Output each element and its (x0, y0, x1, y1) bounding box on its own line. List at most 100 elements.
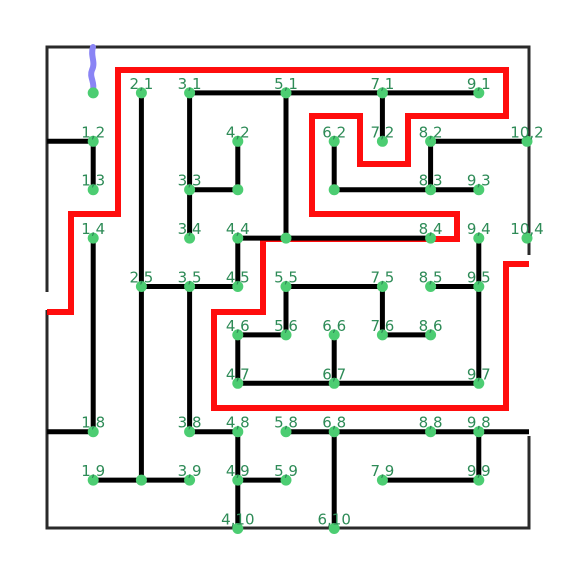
node-label-5-8: 5,8 (274, 414, 298, 432)
tree-nodes-layer (87, 87, 533, 534)
tree-node-9-7 (473, 377, 485, 389)
tree-node-3-3 (184, 184, 196, 196)
node-label-7-5: 7,5 (370, 269, 394, 287)
tree-node-6-10 (328, 523, 340, 534)
tree-node-9-5 (473, 281, 485, 292)
node-label-6-7: 6,7 (322, 365, 346, 383)
node-label-1-4: 1,4 (81, 220, 105, 238)
tree-node-4-8 (232, 426, 244, 438)
border-segment (45, 310, 531, 530)
node-label-9-9: 9,9 (467, 462, 491, 480)
tree-node-6-2 (328, 135, 340, 147)
node-label-4-6: 4,6 (226, 317, 250, 335)
tree-node-6-3 (328, 184, 340, 196)
node-label-9-7: 9,7 (467, 365, 491, 383)
tree-node-5-9 (280, 474, 292, 486)
node-label-4-8: 4,8 (226, 414, 250, 432)
start-marker (88, 44, 97, 93)
node-label-10-2: 10,2 (510, 123, 543, 141)
tree-node-1-3 (87, 184, 99, 196)
node-label-8-6: 8,6 (419, 317, 443, 335)
tree-node-10-2 (521, 135, 533, 147)
node-label-3-4: 3,4 (178, 220, 202, 238)
node-label-3-3: 3,3 (178, 172, 202, 190)
tree-edges-layer (47, 90, 530, 531)
node-label-6-6: 6,6 (322, 317, 346, 335)
node-label-8-8: 8,8 (419, 414, 443, 432)
tree-node-1-1 (87, 87, 99, 99)
node-label-5-9: 5,9 (274, 462, 298, 480)
tree-node-9-4 (473, 232, 485, 244)
tree-node-1-9 (87, 474, 99, 486)
node-label-4-5: 4,5 (226, 269, 250, 287)
node-label-7-6: 7,6 (370, 317, 394, 335)
tree-node-1-2 (87, 135, 99, 147)
tree-node-9-9 (473, 474, 485, 486)
node-label-9-4: 9,4 (467, 220, 491, 238)
node-label-9-1: 9,1 (467, 75, 491, 93)
node-label-8-3: 8,3 (419, 172, 443, 190)
tree-node-2-5 (135, 281, 147, 292)
tree-node-4-3 (232, 184, 244, 196)
tree-node-10-4 (521, 232, 533, 244)
tree-node-8-3 (425, 184, 437, 196)
tree-node-8-6 (425, 329, 437, 341)
node-labels-layer: 2,1 3,1 5,1 7,1 9,1 1,2 4,2 6,2 7,2 8,2 10,2 1,3 3,3… (81, 75, 543, 529)
tree-node-7-2 (376, 135, 388, 147)
tree-node-3-8 (184, 426, 196, 438)
node-label-5-1: 5,1 (274, 75, 298, 93)
tree-node-6-7 (328, 377, 340, 389)
tree-node-1-4 (87, 232, 99, 244)
node-label-5-6: 5,6 (274, 317, 298, 335)
tree-node-8-5 (425, 281, 437, 292)
node-label-10-4: 10,4 (510, 220, 543, 238)
tree-node-5-1 (280, 87, 292, 99)
tree-node-9-1 (473, 87, 485, 99)
node-label-7-2: 7,2 (370, 123, 394, 141)
node-label-1-3: 1,3 (81, 172, 105, 190)
tree-node-5-6 (280, 329, 292, 341)
tree-node-7-1 (376, 87, 388, 99)
node-label-8-4: 8,4 (419, 220, 443, 238)
node-label-8-2: 8,2 (419, 123, 443, 141)
tree-node-3-5 (184, 281, 196, 292)
tree-node-6-8 (328, 426, 340, 438)
tree-node-3-9 (184, 474, 196, 486)
node-label-9-5: 9,5 (467, 269, 491, 287)
tree-node-4-10 (232, 523, 244, 534)
node-label-9-8: 9,8 (467, 414, 491, 432)
tree-node-5-8 (280, 426, 292, 438)
node-label-4-4: 4,4 (226, 220, 250, 238)
solution-path (47, 67, 529, 411)
node-label-6-2: 6,2 (322, 123, 346, 141)
tree-node-9-3 (473, 184, 485, 196)
node-label-4-10: 4,10 (221, 511, 254, 529)
node-label-1-9: 1,9 (81, 462, 105, 480)
tree-node-7-5 (376, 281, 388, 292)
tree-node-5-5 (280, 281, 292, 292)
tree-node-4-5 (232, 281, 244, 292)
node-label-4-2: 4,2 (226, 123, 250, 141)
node-label-8-5: 8,5 (419, 269, 443, 287)
node-label-2-5: 2,5 (129, 269, 153, 287)
tree-node-5-4 (280, 232, 292, 244)
tree-node-9-8 (473, 426, 485, 438)
tree-node-3-1 (184, 87, 196, 99)
node-label-1-8: 1,8 (81, 414, 105, 432)
start-marker-layer (88, 44, 97, 93)
tree-node-2-9 (135, 474, 147, 486)
tree-node-7-9 (376, 474, 388, 486)
node-label-7-9: 7,9 (370, 462, 394, 480)
node-label-3-8: 3,8 (178, 414, 202, 432)
maze-border (45, 45, 531, 530)
tree-node-4-4 (232, 232, 244, 244)
tree-node-4-7 (232, 377, 244, 389)
node-label-1-2: 1,2 (81, 123, 105, 141)
tree-node-8-8 (425, 426, 437, 438)
tree-node-4-2 (232, 135, 244, 147)
tree-node-3-4 (184, 232, 196, 244)
node-label-6-10: 6,10 (317, 511, 350, 529)
node-label-4-9: 4,9 (226, 462, 250, 480)
